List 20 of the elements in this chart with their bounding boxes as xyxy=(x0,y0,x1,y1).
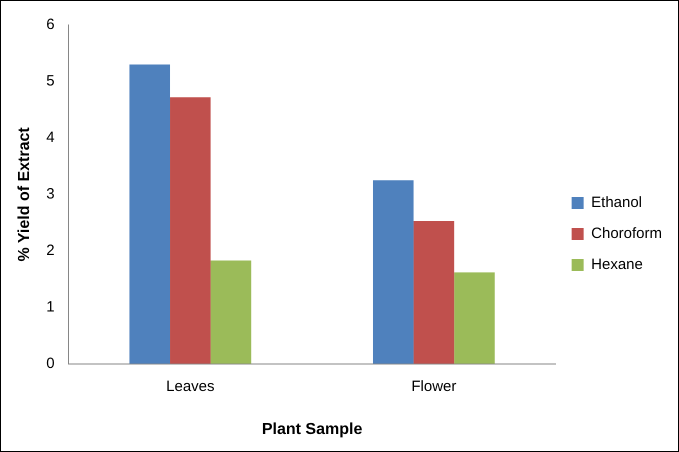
legend-label: Hexane xyxy=(591,256,643,274)
bar xyxy=(170,97,211,364)
bar xyxy=(129,64,170,364)
y-axis-title: % Yield of Extract xyxy=(16,126,34,262)
bar xyxy=(454,272,495,364)
y-tick-label: 2 xyxy=(46,242,55,260)
x-axis-title: Plant Sample xyxy=(262,420,362,438)
y-tick-label: 3 xyxy=(46,186,55,203)
y-tick-label: 5 xyxy=(46,72,55,90)
x-tick-label: Flower xyxy=(411,378,456,395)
x-tick-label: Leaves xyxy=(166,378,215,395)
bar xyxy=(210,260,252,364)
legend-label: Choroform xyxy=(591,225,662,242)
y-tick-label: 1 xyxy=(46,298,55,316)
legend-label: Ethanol xyxy=(591,194,642,212)
bar xyxy=(414,220,454,364)
y-tick-label: 4 xyxy=(46,129,55,146)
y-tick-label: 6 xyxy=(46,16,55,34)
y-tick-label: 0 xyxy=(46,354,55,372)
bar xyxy=(372,180,414,364)
